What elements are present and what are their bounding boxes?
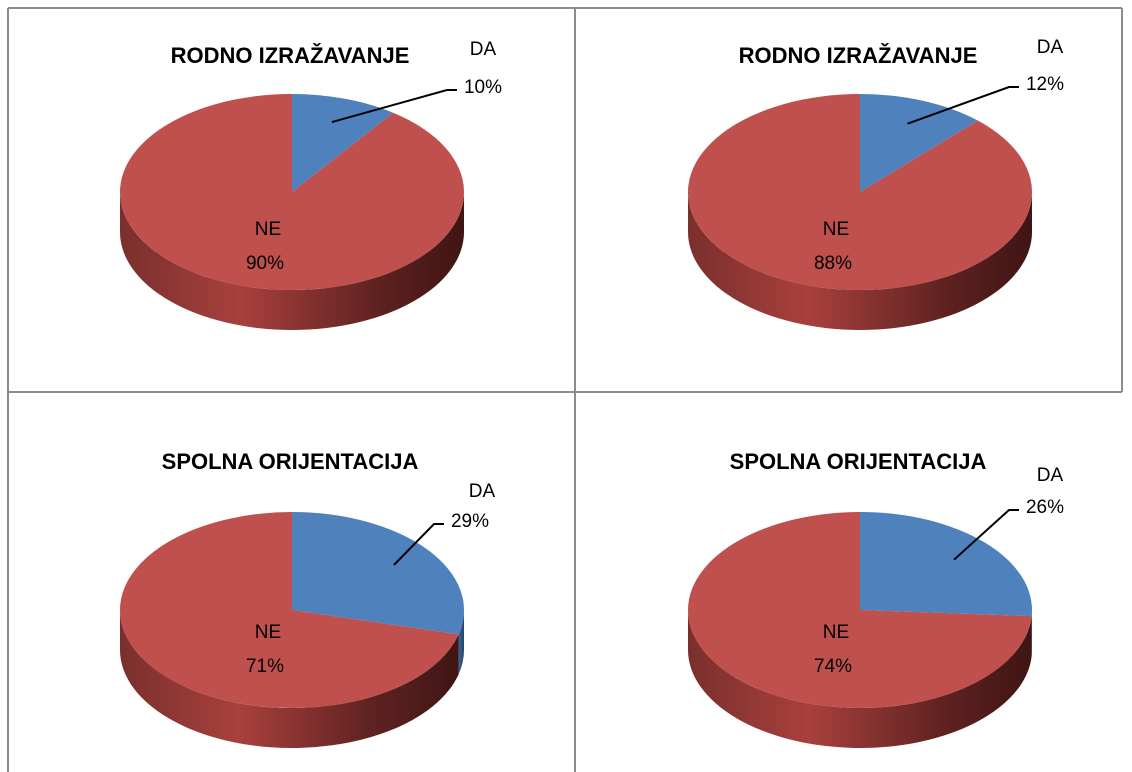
chart-title: RODNO IZRAŽAVANJE [171,43,410,68]
slice-category: DA [1037,465,1064,486]
pie-slice [292,94,394,192]
pie-slice [292,512,464,635]
pie-side [688,192,1032,330]
pie-side [458,610,464,675]
slice-value: 10% [464,77,502,98]
slice-category: NE [255,622,281,643]
leader-line [331,89,457,124]
chart-title: SPOLNA ORIJENTACIJA [162,449,419,474]
slice-category: DA [470,39,497,60]
slice-value: 71% [246,656,284,677]
slice-category: NE [823,622,849,643]
pie-slice [688,512,1032,708]
slice-value: 29% [451,511,489,532]
pie-slice [860,512,1032,617]
leader-line [393,523,444,566]
pie-slice [120,512,459,708]
pie-side [120,610,459,748]
pie-slice [688,94,1033,290]
pie-side [120,192,464,330]
slice-value: 88% [814,253,852,274]
pie-slice [860,94,978,192]
slice-category: DA [1037,37,1064,58]
chart-title: RODNO IZRAŽAVANJE [739,43,978,68]
slice-category: NE [823,219,849,240]
pie-side [688,610,1032,749]
leader-line [907,86,1019,125]
slice-category: NE [255,219,281,240]
chart-title: SPOLNA ORIJENTACIJA [730,449,987,474]
slice-value: 12% [1026,74,1064,95]
slice-value: 26% [1026,497,1064,518]
slice-value: 90% [246,253,284,274]
pie-slice [119,94,464,290]
slice-value: 74% [814,656,852,677]
leader-line [953,509,1019,561]
slice-category: DA [469,481,496,502]
